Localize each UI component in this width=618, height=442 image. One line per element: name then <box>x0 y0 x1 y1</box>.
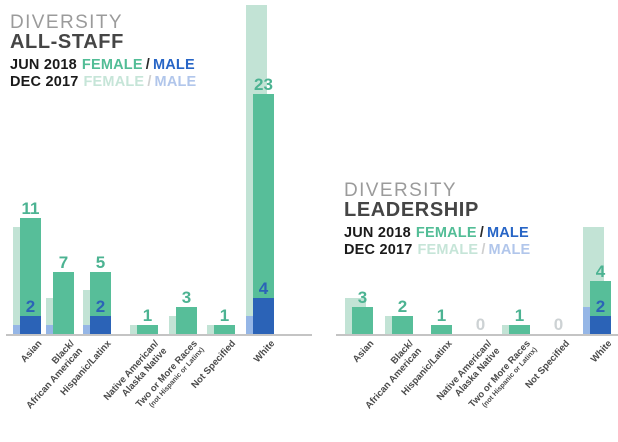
bar-jun2018-female-Native American/Alaska Native <box>137 325 158 334</box>
value-label-male: 2 <box>25 297 36 317</box>
value-label-male: 2 <box>95 297 106 317</box>
legend-female-label: FEMALE <box>415 225 477 241</box>
value-label-female: 4 <box>595 261 606 281</box>
value-label-female: 1 <box>142 306 153 326</box>
legend-female-label: FEMALE <box>83 73 145 90</box>
legend-separator: / <box>147 73 152 90</box>
legend-row-jun-2018: JUN 2018 FEMALE / MALE <box>344 225 530 242</box>
legend-male-label: MALE <box>488 241 531 258</box>
x-axis <box>336 334 618 336</box>
legend-female-label: FEMALE <box>417 241 479 258</box>
legend-period-label: DEC 2017 <box>344 241 413 258</box>
chart-subtitle: ALL-STAFF <box>10 31 124 53</box>
bar-jun2018-female-White <box>253 93 274 299</box>
bar-jun2018-male-Hispanic/Latinx <box>90 316 111 334</box>
bar-jun2018-female-Asian <box>352 307 373 334</box>
x-axis-label: White <box>251 338 277 365</box>
value-label-female: 3 <box>181 288 192 308</box>
bar-jun2018-female-Black/African American <box>53 271 74 334</box>
x-axis-label: Asian <box>18 338 44 365</box>
bar-jun2018-female-Not Specified <box>214 325 235 334</box>
bar-jun2018-male-Asian <box>20 316 41 334</box>
legend-female-label: FEMALE <box>81 57 143 73</box>
x-axis-label: White <box>588 338 614 365</box>
value-label-female: 1 <box>219 306 230 326</box>
legend-row-dec-2017: DEC 2017 FEMALE / MALE <box>10 74 196 91</box>
legend: JUN 2018 FEMALE / MALE DEC 2017 FEMALE / MALE <box>344 225 530 258</box>
legend-male-label: MALE <box>152 57 195 73</box>
value-label-male: 2 <box>595 297 606 317</box>
chart-subtitle: LEADERSHIP <box>344 199 479 221</box>
legend-separator: / <box>145 57 150 73</box>
value-label-zero: 0 <box>553 315 564 334</box>
x-axis <box>6 334 312 336</box>
value-label-male: 4 <box>258 279 269 299</box>
value-label-female: 1 <box>436 306 447 326</box>
legend: JUN 2018 FEMALE / MALE DEC 2017 FEMALE / MALE <box>10 57 196 90</box>
bar-jun2018-female-Hispanic/Latinx <box>431 325 452 334</box>
value-label-female: 11 <box>21 199 40 219</box>
all-staff-chart-header: DIVERSITY ALL-STAFF JUN 2018 FEMALE / MALE … <box>10 13 196 90</box>
bar-jun2018-female-Two or More Races (not Hispanic or Latinx) <box>509 325 530 334</box>
leadership-chart-header: DIVERSITY LEADERSHIP JUN 2018 FEMALE / MALE… <box>344 181 530 258</box>
value-label-zero: 0 <box>475 315 486 334</box>
value-label-female: 5 <box>95 252 106 272</box>
value-label-female: 7 <box>58 252 69 272</box>
x-axis-label: Asian <box>350 338 376 365</box>
legend-separator: / <box>481 241 486 258</box>
value-label-female: 2 <box>397 297 408 317</box>
bar-jun2018-male-White <box>590 316 611 334</box>
legend-period-label: JUN 2018 <box>10 57 77 73</box>
legend-row-jun-2018: JUN 2018 FEMALE / MALE <box>10 57 196 74</box>
bar-jun2018-female-Black/African American <box>392 316 413 334</box>
legend-male-label: MALE <box>486 225 529 241</box>
bar-jun2018-female-Hispanic/Latinx <box>90 271 111 317</box>
bar-jun2018-female-Asian <box>20 218 41 317</box>
value-label-female: 23 <box>254 74 273 94</box>
bar-jun2018-female-Two or More Races (not Hispanic or Latinx) <box>176 307 197 334</box>
legend-male-label: MALE <box>154 73 197 90</box>
chart-title: DIVERSITY <box>344 180 457 201</box>
chart-title: DIVERSITY <box>10 12 123 33</box>
value-label-female: 1 <box>514 306 525 326</box>
legend-separator: / <box>479 225 484 241</box>
legend-period-label: DEC 2017 <box>10 73 79 90</box>
bar-jun2018-female-White <box>590 280 611 317</box>
legend-period-label: JUN 2018 <box>344 225 411 241</box>
bar-jun2018-male-White <box>253 298 274 334</box>
value-label-female: 3 <box>357 288 368 308</box>
legend-row-dec-2017: DEC 2017 FEMALE / MALE <box>344 242 530 259</box>
